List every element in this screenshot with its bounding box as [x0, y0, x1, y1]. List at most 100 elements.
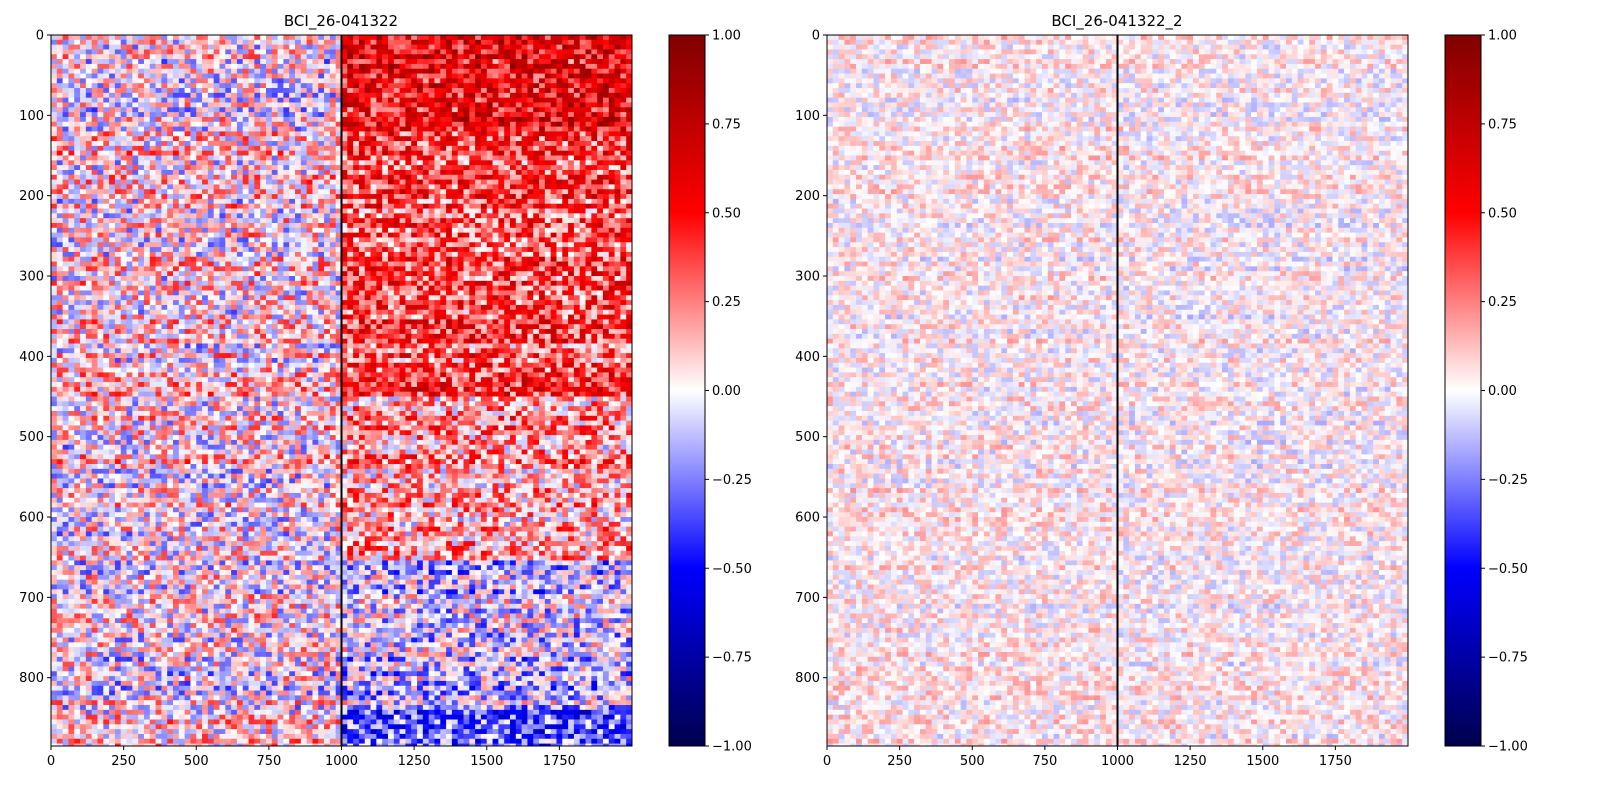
- heatmap-cell: [63, 93, 69, 98]
- heatmap-cell: [295, 122, 301, 127]
- heatmap-cell: [527, 131, 533, 136]
- heatmap-cell: [533, 78, 539, 83]
- heatmap-cell: [493, 35, 499, 40]
- heatmap-cell: [57, 146, 63, 151]
- heatmap-cell: [353, 78, 359, 83]
- heatmap-cell: [121, 122, 127, 127]
- heatmap-cell: [243, 117, 249, 122]
- heatmap-cell: [312, 117, 318, 122]
- heatmap-cell: [609, 59, 615, 64]
- heatmap-cell: [74, 98, 80, 103]
- heatmap-cell: [551, 83, 557, 88]
- heatmap-cell: [208, 127, 214, 132]
- heatmap-cell: [167, 98, 173, 103]
- heatmap-cell: [289, 69, 295, 74]
- heatmap-cell: [115, 127, 121, 132]
- heatmap-cell: [475, 40, 481, 45]
- heatmap-cell: [522, 160, 528, 165]
- heatmap-cell: [132, 136, 138, 141]
- heatmap-cell: [312, 88, 318, 93]
- heatmap-cell: [231, 127, 237, 132]
- heatmap-cell: [249, 35, 255, 40]
- heatmap-cell: [150, 141, 156, 146]
- heatmap-cell: [231, 35, 237, 40]
- heatmap-cell: [190, 146, 196, 151]
- heatmap-cell: [202, 59, 208, 64]
- heatmap-cell: [597, 35, 603, 40]
- heatmap-cell: [556, 141, 562, 146]
- heatmap-cell: [185, 102, 191, 107]
- heatmap-cell: [429, 98, 435, 103]
- heatmap-cell: [260, 45, 266, 50]
- heatmap-cell: [498, 64, 504, 69]
- heatmap-cell: [208, 122, 214, 127]
- heatmap-cell: [74, 40, 80, 45]
- heatmap-cell: [522, 170, 528, 175]
- heatmap-cell: [394, 136, 400, 141]
- heatmap-cell: [591, 165, 597, 170]
- heatmap-cell: [522, 74, 528, 79]
- heatmap-cell: [196, 78, 202, 83]
- heatmap-cell: [86, 112, 92, 117]
- heatmap-cell: [307, 160, 313, 165]
- heatmap-cell: [150, 69, 156, 74]
- heatmap-cell: [620, 93, 626, 98]
- heatmap-cell: [109, 146, 115, 151]
- heatmap-cell: [63, 117, 69, 122]
- heatmap-cell: [243, 136, 249, 141]
- heatmap-cell: [156, 78, 162, 83]
- heatmap-cell: [586, 141, 592, 146]
- heatmap-cell: [278, 74, 284, 79]
- heatmap-cell: [539, 122, 545, 127]
- heatmap-cell: [620, 54, 626, 59]
- heatmap-cell: [568, 146, 574, 151]
- heatmap-cell: [400, 45, 406, 50]
- heatmap-cell: [376, 102, 382, 107]
- heatmap-cell: [214, 102, 220, 107]
- heatmap-cell: [423, 122, 429, 127]
- heatmap-cell: [63, 102, 69, 107]
- heatmap-cell: [109, 54, 115, 59]
- heatmap-cell: [382, 141, 388, 146]
- heatmap-cell: [86, 170, 92, 175]
- heatmap-cell: [295, 151, 301, 156]
- heatmap-cell: [539, 107, 545, 112]
- heatmap-cell: [423, 78, 429, 83]
- heatmap-cell: [394, 74, 400, 79]
- heatmap-cell: [591, 146, 597, 151]
- heatmap-cell: [237, 136, 243, 141]
- heatmap-cell: [190, 165, 196, 170]
- heatmap-cell: [307, 35, 313, 40]
- heatmap-cell: [545, 49, 551, 54]
- heatmap-cell: [371, 74, 377, 79]
- heatmap-cell: [615, 54, 621, 59]
- heatmap-cell: [179, 74, 185, 79]
- heatmap-cell: [103, 102, 109, 107]
- heatmap-cell: [57, 49, 63, 54]
- heatmap-cell: [179, 127, 185, 132]
- heatmap-cell: [92, 165, 98, 170]
- heatmap-cell: [132, 40, 138, 45]
- heatmap-cell: [591, 78, 597, 83]
- heatmap-cell: [202, 83, 208, 88]
- heatmap-cell: [283, 112, 289, 117]
- heatmap-cell: [498, 98, 504, 103]
- heatmap-cell: [417, 45, 423, 50]
- heatmap-cell: [225, 136, 231, 141]
- heatmap-cell: [161, 160, 167, 165]
- heatmap-cell: [458, 40, 464, 45]
- heatmap-cell: [533, 59, 539, 64]
- heatmap-cell: [365, 136, 371, 141]
- heatmap-cell: [97, 69, 103, 74]
- heatmap-cell: [57, 102, 63, 107]
- heatmap-cell: [371, 83, 377, 88]
- heatmap-cell: [481, 93, 487, 98]
- heatmap-cell: [330, 170, 336, 175]
- heatmap-cell: [167, 54, 173, 59]
- heatmap-cell: [179, 156, 185, 161]
- heatmap-cell: [109, 136, 115, 141]
- heatmap-cell: [551, 59, 557, 64]
- heatmap-cell: [295, 98, 301, 103]
- heatmap-cell: [580, 127, 586, 132]
- heatmap-cell: [63, 112, 69, 117]
